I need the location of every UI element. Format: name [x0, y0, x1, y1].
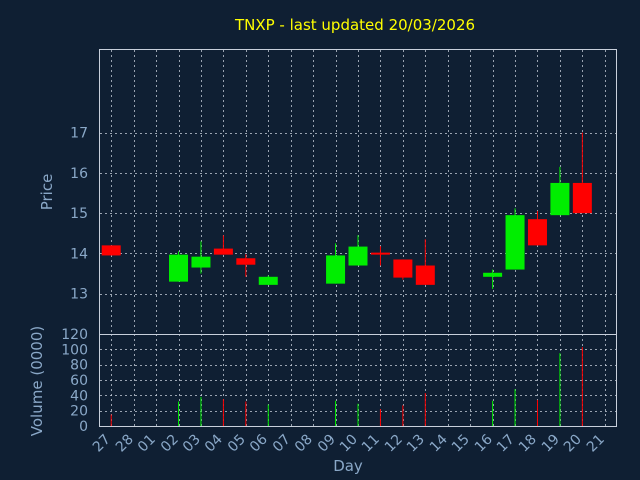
- day-tick-label: 27: [90, 432, 114, 456]
- price-tick-label: 13: [70, 287, 88, 303]
- price-axis-ticks: 13 14 15 16 17: [70, 126, 88, 303]
- volume-tick-label: 40: [70, 388, 88, 404]
- candle-body: [236, 258, 256, 265]
- volume-tick-label: 60: [70, 373, 88, 389]
- candle-body: [370, 252, 390, 255]
- price-tick-label: 17: [70, 126, 88, 142]
- volume-tick-label: 0: [79, 419, 88, 435]
- day-tick-label: 18: [516, 432, 540, 456]
- candle-body: [527, 219, 547, 246]
- price-grid: [100, 50, 616, 334]
- candle-body: [393, 259, 413, 278]
- candle-body: [505, 215, 525, 270]
- volume-tick-label: 80: [70, 358, 88, 374]
- day-axis-label: Day: [333, 457, 363, 475]
- day-tick-label: 04: [202, 431, 226, 455]
- day-tick-label: 07: [270, 432, 294, 456]
- candle-body: [483, 272, 503, 277]
- day-tick-label: 21: [584, 432, 608, 456]
- day-tick-label: 05: [225, 432, 249, 456]
- volume-axis-label: Volume (0000): [28, 326, 46, 436]
- day-tick-label: 06: [247, 431, 271, 455]
- candle-body: [572, 182, 592, 214]
- day-tick-label: 02: [158, 432, 182, 456]
- volume-tick-label: 20: [70, 404, 88, 420]
- volume-bars: [110, 347, 583, 426]
- day-tick-label: 17: [494, 432, 518, 456]
- day-tick-label: 19: [539, 432, 563, 456]
- price-candles: [101, 132, 592, 289]
- price-axis-label: Price: [38, 174, 56, 211]
- day-tick-label: 15: [449, 432, 473, 456]
- day-tick-label: 09: [315, 432, 339, 456]
- candle-body: [191, 256, 211, 268]
- candle-body: [550, 182, 570, 216]
- day-tick-label: 12: [382, 432, 406, 456]
- day-tick-label: 13: [404, 432, 428, 456]
- candle-body: [415, 265, 435, 285]
- candle-body: [213, 248, 233, 255]
- candle-body: [258, 276, 278, 285]
- day-tick-label: 11: [359, 432, 383, 456]
- candle-body: [326, 255, 346, 284]
- day-tick-label: 10: [337, 432, 361, 456]
- day-tick-label: 14: [427, 431, 451, 455]
- price-tick-label: 15: [70, 206, 88, 222]
- day-tick-label: 28: [113, 432, 137, 456]
- candle-body: [101, 245, 121, 256]
- day-tick-label: 16: [472, 431, 496, 455]
- candle-body: [348, 246, 368, 266]
- price-tick-label: 16: [70, 166, 88, 182]
- day-tick-label: 20: [561, 432, 585, 456]
- volume-tick-label: 120: [61, 327, 88, 343]
- chart-title: TNXP - last updated 20/03/2026: [234, 16, 475, 34]
- candle-body: [169, 254, 189, 282]
- day-tick-label: 03: [180, 432, 204, 456]
- price-tick-label: 14: [70, 246, 88, 262]
- volume-tick-label: 100: [61, 342, 88, 358]
- day-tick-label: 08: [292, 432, 316, 456]
- day-tick-label: 01: [135, 432, 159, 456]
- volume-panel-frame: [99, 334, 617, 427]
